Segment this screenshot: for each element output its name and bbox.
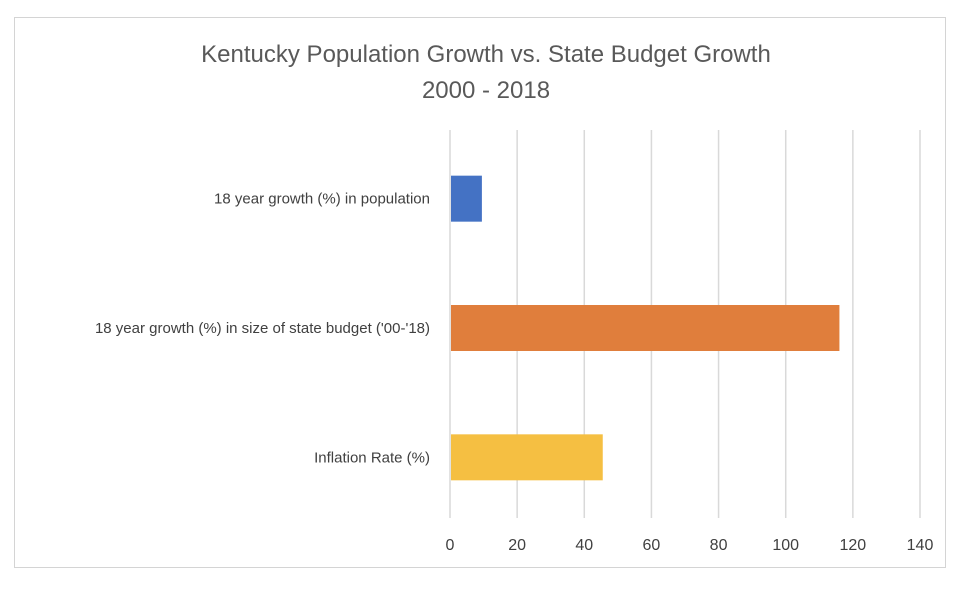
bar-0 — [451, 175, 482, 222]
category-label: Inflation Rate (%) — [314, 449, 430, 466]
bar-1 — [451, 305, 840, 351]
bar-2 — [451, 434, 603, 481]
chart-subtitle: 2000 - 2018 — [422, 77, 550, 104]
x-tick-labels: 0 20 40 60 80 100 120 140 — [446, 537, 934, 554]
bars — [451, 175, 840, 481]
x-tick-label: 60 — [643, 537, 661, 554]
x-tick-label: 80 — [710, 537, 728, 554]
x-tick-label: 100 — [772, 537, 799, 554]
category-labels: 18 year growth (%) in population 18 year … — [95, 191, 430, 467]
x-tick-label: 0 — [446, 537, 455, 554]
x-tick-label: 140 — [907, 537, 934, 554]
x-tick-label: 120 — [840, 537, 867, 554]
x-tick-label: 20 — [508, 537, 526, 554]
x-tick-label: 40 — [575, 537, 593, 554]
category-label: 18 year growth (%) in population — [214, 191, 430, 208]
category-label: 18 year growth (%) in size of state budg… — [95, 320, 430, 337]
chart-title: Kentucky Population Growth vs. State Bud… — [201, 41, 771, 68]
